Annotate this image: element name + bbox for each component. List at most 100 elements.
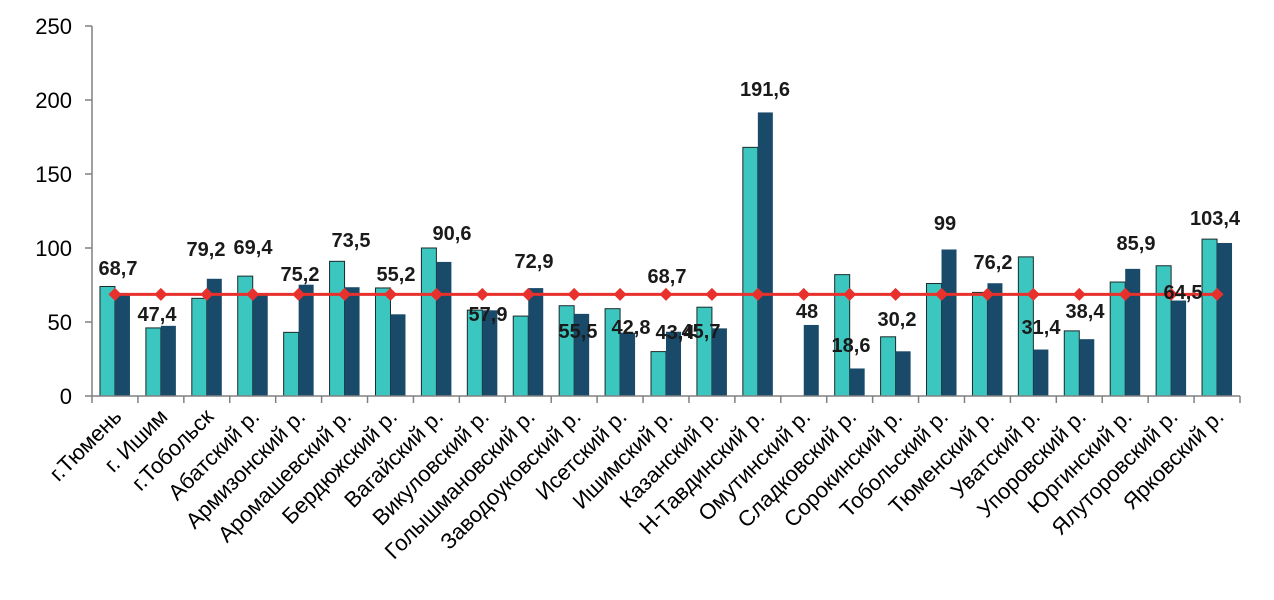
average-marker	[705, 287, 719, 301]
average-marker	[1072, 287, 1086, 301]
bar-series-1	[1063, 330, 1080, 397]
bar-series-1	[742, 146, 759, 397]
bar-series-2	[803, 324, 819, 396]
data-label: 55,5	[559, 321, 598, 343]
average-marker	[797, 287, 811, 301]
y-tick-label: 150	[35, 162, 72, 187]
bar-series-1	[1109, 281, 1126, 397]
data-label: 68,7	[648, 266, 687, 288]
bar-series-2	[666, 331, 681, 396]
data-label: 90,6	[433, 223, 472, 245]
data-label: 30,2	[878, 309, 917, 331]
data-label: 48	[796, 301, 818, 323]
average-marker	[843, 287, 857, 301]
bar-series-2	[390, 314, 406, 396]
average-marker	[935, 287, 949, 301]
data-label: 69,4	[234, 237, 274, 259]
bar-series-2	[895, 351, 911, 396]
average-marker	[383, 287, 397, 301]
average-marker	[980, 287, 994, 301]
average-marker	[292, 287, 306, 301]
average-marker	[108, 287, 122, 301]
y-tick-label: 200	[35, 88, 72, 113]
data-label: 103,4	[1190, 208, 1241, 230]
x-axis	[91, 395, 1241, 403]
y-tick-label: 250	[35, 14, 72, 39]
average-marker	[567, 287, 581, 301]
bar-series-2	[482, 310, 498, 396]
bar-series-2	[298, 284, 314, 396]
data-label: 73,5	[332, 230, 371, 252]
bar-series-1	[971, 291, 988, 397]
data-label: 76,2	[974, 252, 1013, 274]
y-tick-label: 0	[60, 384, 72, 409]
bar-series-2	[344, 287, 360, 396]
y-axis: 0 50 100 150 200 250	[35, 14, 93, 409]
data-label: 99	[934, 213, 956, 235]
average-marker	[429, 287, 443, 301]
average-marker	[1164, 287, 1178, 301]
series-2-bars	[114, 112, 1233, 396]
data-label: 64,5	[1164, 282, 1203, 304]
data-label: 191,6	[740, 79, 790, 101]
data-label: 85,9	[1117, 233, 1156, 255]
bar-series-2	[941, 249, 957, 396]
data-label: 68,7	[99, 258, 138, 280]
bar-series-2	[1079, 339, 1095, 396]
average-marker	[475, 287, 489, 301]
data-labels: 68,7 47,4 79,2 69,4 75,2 73,5 55,2 90,6 57,9 72,9…	[99, 79, 1241, 357]
average-marker	[613, 287, 627, 301]
bar-series-1	[512, 315, 529, 397]
bar-series-1	[926, 283, 943, 397]
bar-series-1	[1201, 238, 1218, 397]
bar-series-1	[880, 336, 897, 397]
bar-series-1	[329, 260, 346, 397]
average-marker	[154, 287, 168, 301]
bar-series-1	[420, 247, 437, 397]
bar-series-1	[99, 285, 116, 397]
bar-series-1	[374, 287, 391, 397]
bar-series-2	[114, 294, 130, 396]
average-marker	[1210, 287, 1224, 301]
y-tick-label: 100	[35, 236, 72, 261]
bar-series-2	[849, 368, 865, 396]
average-marker	[338, 287, 352, 301]
bar-series-2	[160, 325, 176, 396]
bar-series-2	[1171, 300, 1187, 396]
data-label: 38,4	[1066, 301, 1106, 323]
bar-series-1	[145, 327, 162, 397]
data-label: 79,2	[187, 239, 226, 261]
average-marker	[521, 287, 535, 301]
data-label: 72,9	[515, 251, 554, 273]
bar-series-2	[1125, 268, 1141, 396]
average-marker	[1118, 287, 1132, 301]
data-label: 18,6	[832, 335, 871, 357]
bar-series-2	[987, 283, 1003, 396]
bar-series-2	[711, 328, 727, 396]
bar-series-2	[574, 313, 590, 396]
average-line	[108, 287, 1224, 301]
bar-series-1	[191, 297, 208, 397]
bar-series-2	[1217, 242, 1233, 396]
bar-series-2	[436, 261, 452, 396]
average-marker	[246, 287, 260, 301]
average-marker	[200, 287, 214, 301]
bar-series-2	[528, 288, 544, 396]
data-label: 75,2	[281, 264, 320, 286]
data-label: 42,8	[612, 317, 651, 339]
bar-series-1	[650, 351, 667, 397]
bar-series-2	[252, 293, 268, 396]
data-label: 45,7	[682, 321, 721, 343]
bar-series-2	[620, 332, 636, 396]
data-label: 55,2	[377, 264, 416, 286]
y-tick-label: 50	[48, 310, 72, 335]
data-label: 57,9	[469, 304, 508, 326]
data-label: 47,4	[138, 304, 178, 326]
bar-series-1	[558, 305, 575, 397]
bar-series-2	[1033, 349, 1049, 396]
data-label: 31,4	[1022, 317, 1062, 339]
data-label: 43,4	[656, 322, 696, 344]
average-marker	[1026, 287, 1040, 301]
